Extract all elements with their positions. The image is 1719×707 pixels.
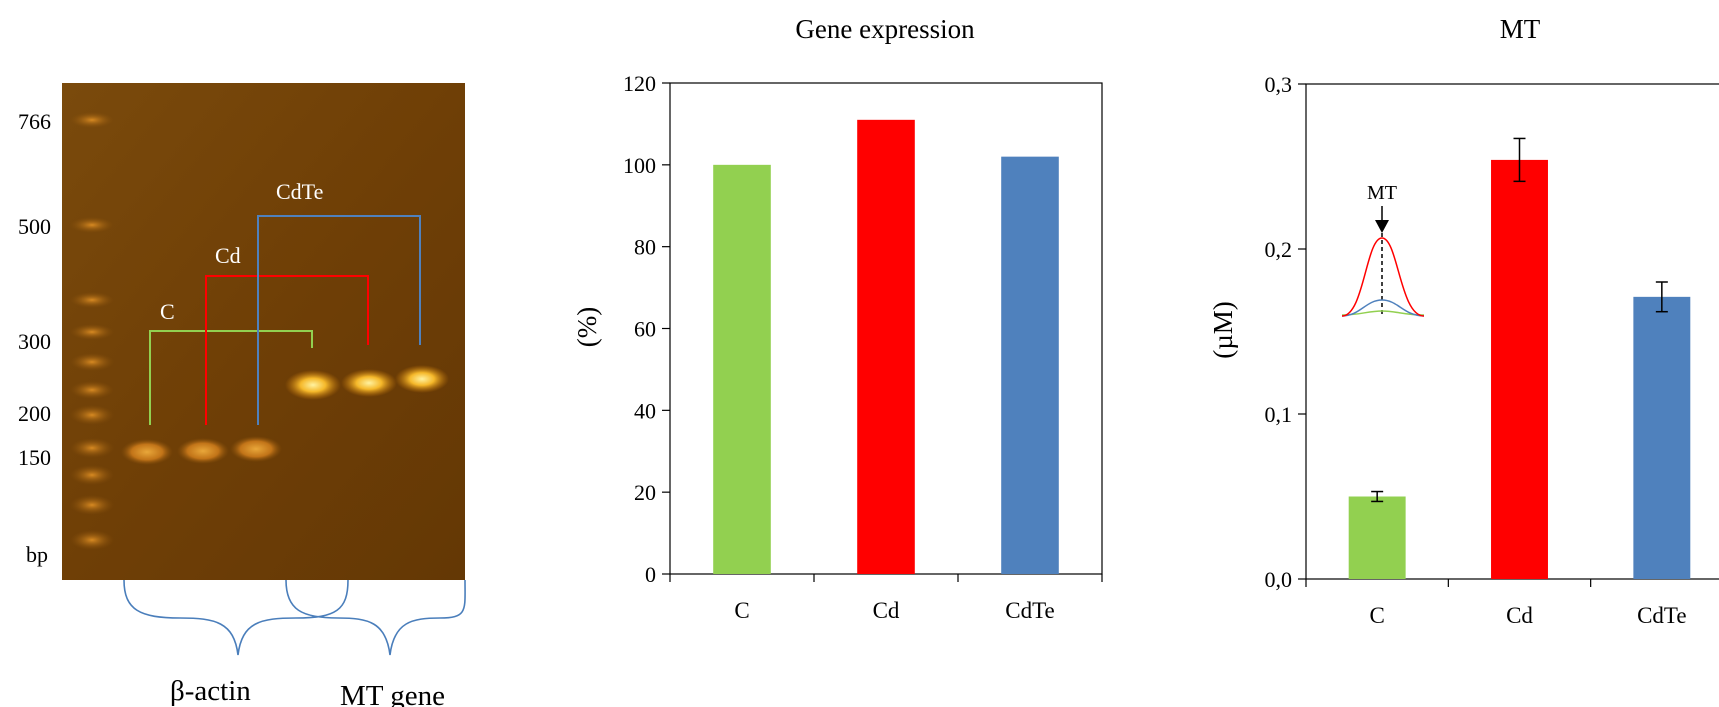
inset-arrow-head	[1375, 220, 1389, 233]
ladder-band	[70, 495, 114, 515]
ladder-lane	[70, 112, 114, 550]
inset-label: MT	[1367, 182, 1397, 204]
y-tick-label: 0,0	[1265, 567, 1293, 592]
ladder-band	[70, 381, 114, 399]
ladder-label-150: 150	[18, 445, 51, 470]
y-tick-label: 20	[634, 480, 656, 505]
bracket-label-cdte: CdTe	[276, 179, 323, 204]
bracket-cd	[205, 275, 369, 425]
band-actin-cdte	[230, 436, 282, 462]
y-tick-label: 0,2	[1265, 237, 1293, 262]
bar-cd	[1491, 159, 1548, 579]
ladder-band	[70, 353, 114, 371]
y-tick-label: 40	[634, 398, 656, 423]
band-actin-c	[121, 439, 173, 465]
chart2-y-axis: 0,0 0,1 0,2 0,3	[1265, 72, 1306, 592]
bar-c	[1348, 496, 1406, 579]
x-category-label: Cd	[1506, 603, 1533, 628]
chart2-bars	[1348, 137, 1691, 579]
band-mt-cd	[341, 369, 397, 397]
brace-mt-gene	[285, 579, 466, 656]
ladder-band	[70, 217, 114, 233]
section-label-beta-actin: β-actin	[170, 675, 251, 707]
band-actin-cd	[177, 438, 229, 464]
ladder-label-bp: bp	[26, 542, 48, 567]
chart2-x-axis: C Cd CdTe	[1305, 579, 1687, 628]
x-category-label: CdTe	[1005, 598, 1055, 623]
bar-c	[713, 164, 771, 575]
ladder-band	[70, 438, 114, 458]
x-category-label: CdTe	[1637, 603, 1687, 628]
bar-cd	[857, 119, 915, 574]
chart1-bars	[713, 119, 1059, 575]
chart2-title: MT	[1500, 14, 1541, 44]
bracket-cdte	[257, 215, 421, 425]
band-mt-c	[285, 370, 341, 400]
y-tick-label: 0,3	[1265, 72, 1293, 97]
inset-peak-diagram: MT	[1341, 182, 1425, 317]
y-tick-label: 60	[634, 317, 656, 342]
ladder-label-200: 200	[18, 401, 51, 426]
ladder-label-500: 500	[18, 214, 51, 239]
ladder-band	[70, 292, 114, 308]
brace-beta-actin	[123, 579, 349, 656]
band-mt-cdte	[395, 365, 449, 393]
x-category-label: C	[1369, 603, 1384, 628]
ladder-label-300: 300	[18, 329, 51, 354]
bar-cdte	[1001, 156, 1059, 574]
ladder-label-766: 766	[18, 109, 51, 134]
y-tick-label: 0	[645, 562, 656, 587]
chart1-ylabel: (%)	[572, 307, 602, 347]
inset-peak-green	[1341, 310, 1425, 316]
ladder-band	[70, 324, 114, 340]
gel-panel: 766 500 300 200 150 bp C Cd CdTe β-actin…	[18, 83, 466, 707]
sample-bands	[121, 365, 449, 465]
y-tick-label: 80	[634, 235, 656, 260]
bracket-label-cd: Cd	[215, 243, 241, 268]
ladder-band	[70, 112, 114, 128]
mt-chart: MT (µM) 0,0 0,1 0,2 0,3 C Cd CdTe MT	[1208, 14, 1719, 628]
inset-peak-red	[1341, 237, 1425, 317]
bracket-label-c: C	[160, 299, 175, 324]
chart1-y-axis: 0 20 40 60 80 100 120	[623, 71, 670, 587]
inset-peak-blue	[1341, 299, 1425, 317]
ladder-band	[70, 405, 114, 425]
x-category-label: C	[734, 598, 749, 623]
chart2-ylabel: (µM)	[1208, 301, 1238, 359]
y-tick-label: 0,1	[1265, 402, 1293, 427]
ladder-band	[70, 530, 114, 550]
section-label-mt-gene: MT gene	[340, 680, 445, 707]
ladder-band	[70, 465, 114, 485]
bar-cdte	[1633, 296, 1691, 579]
bracket-c	[149, 330, 313, 425]
y-tick-label: 120	[623, 71, 656, 96]
chart1-title: Gene expression	[795, 14, 975, 44]
x-category-label: Cd	[873, 598, 900, 623]
chart1-x-axis: C Cd CdTe	[669, 574, 1103, 623]
group-brackets	[149, 215, 421, 425]
y-tick-label: 100	[623, 153, 656, 178]
